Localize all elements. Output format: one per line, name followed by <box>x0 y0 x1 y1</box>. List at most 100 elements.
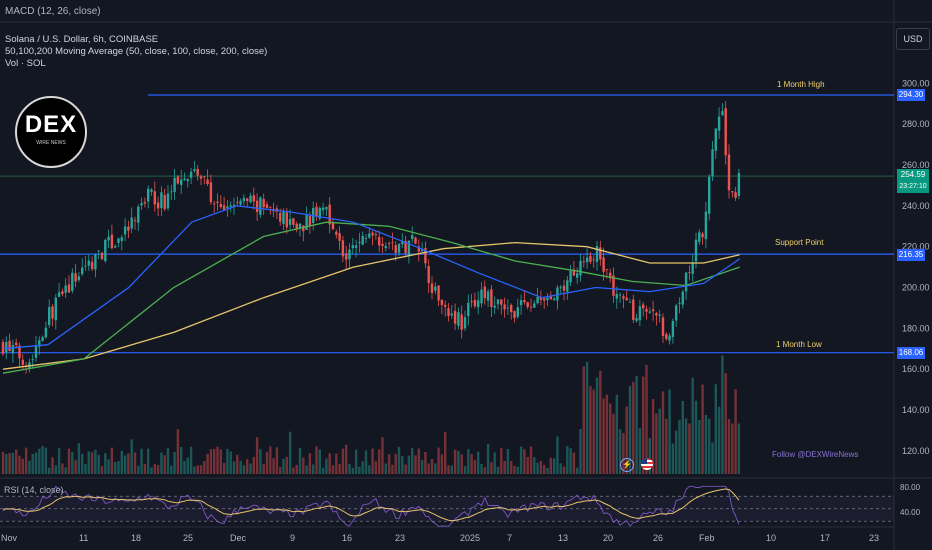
candle-body <box>15 342 18 346</box>
candle-body <box>694 239 698 262</box>
volume-bar <box>57 448 61 474</box>
volume-bar <box>473 459 477 474</box>
volume-bar <box>684 418 688 474</box>
candle-body <box>490 289 493 307</box>
candle-body <box>331 223 335 230</box>
currency-button[interactable]: USD <box>896 28 930 50</box>
symbol-legend[interactable]: Solana / U.S. Dollar, 6h, COINBASE <box>5 34 159 45</box>
candle-body <box>503 304 506 310</box>
volume-bar <box>714 384 717 474</box>
volume-bar <box>401 456 404 474</box>
volume-bar <box>510 461 513 474</box>
volume-bar <box>100 466 104 474</box>
volume-bar <box>546 467 549 474</box>
volume-bar <box>543 464 546 474</box>
volume-bar <box>54 465 57 474</box>
volume-bar <box>549 457 552 474</box>
volume-bar <box>579 428 582 474</box>
candle-body <box>295 223 298 230</box>
price-axis-tick: 180.00 <box>902 323 930 333</box>
candle-body <box>110 234 114 249</box>
candle-body <box>242 197 246 202</box>
volume-bar <box>239 460 242 474</box>
volume-bar <box>648 437 651 474</box>
candle-body <box>562 285 566 291</box>
volume-bar <box>533 457 536 474</box>
price-axis-tick: 160.00 <box>902 364 930 374</box>
volume-bar <box>242 465 246 474</box>
candle-body <box>34 345 38 358</box>
volume-bar <box>559 463 562 474</box>
volume-bar <box>305 465 308 474</box>
volume-bar <box>721 355 724 474</box>
candle-body <box>595 246 599 262</box>
candle-body <box>648 311 651 313</box>
volume-bar <box>483 467 486 474</box>
candle-body <box>473 299 477 307</box>
volume-bar <box>460 454 463 474</box>
lightning-icon[interactable]: ⚡ <box>620 458 634 472</box>
volume-bar <box>427 463 430 474</box>
candle-body <box>404 240 407 254</box>
rsi-legend[interactable]: RSI (14, close) <box>4 485 64 495</box>
candle-body <box>378 236 381 246</box>
price-tag-support: 216.35 <box>897 249 925 261</box>
volume-bar <box>444 431 447 474</box>
volume-bar <box>391 464 394 474</box>
candle-body <box>97 250 100 252</box>
candle-body <box>226 206 229 209</box>
candle-body <box>734 192 737 198</box>
us-flag-icon[interactable] <box>641 458 653 470</box>
volume-bar <box>378 449 381 474</box>
candle-body <box>668 335 671 341</box>
candle-body <box>206 179 209 185</box>
candle-body <box>731 191 734 193</box>
candle-body <box>453 310 457 324</box>
candle-body <box>384 246 387 249</box>
volume-bar <box>496 466 500 474</box>
candle-body <box>447 308 450 317</box>
volume-bar <box>688 423 691 474</box>
volume-bar <box>582 366 585 474</box>
support-point-label: Support Point <box>775 238 824 247</box>
volume-bar <box>734 389 737 474</box>
volume-bar <box>519 446 523 474</box>
volume-bar <box>668 389 671 474</box>
time-axis-tick: 10 <box>766 533 776 543</box>
macd-legend[interactable]: MACD (12, 26, close) <box>5 6 101 17</box>
candle-body <box>665 334 668 339</box>
candle-body <box>137 206 140 223</box>
candle-body <box>170 191 173 193</box>
candle-body <box>539 297 543 300</box>
candle-body <box>434 286 437 291</box>
volume-bar <box>328 453 331 474</box>
candle-body <box>463 317 467 329</box>
volume-bar <box>48 467 51 474</box>
candle-body <box>737 172 741 196</box>
volume-bar <box>345 444 348 474</box>
volume-bar <box>97 454 100 474</box>
candle-body <box>114 245 117 248</box>
candle-body <box>249 195 252 203</box>
candle-body <box>265 204 269 208</box>
month-high-label: 1 Month High <box>777 80 825 89</box>
moving-average-legend[interactable]: 50,100,200 Moving Average (50, close, 10… <box>5 46 268 57</box>
candle-body <box>67 284 71 293</box>
volume-bar <box>622 433 625 474</box>
candle-body <box>411 234 414 240</box>
candle-body <box>38 340 41 347</box>
candle-countdown: 23:27:10 <box>899 183 927 190</box>
volume-bar <box>450 465 453 474</box>
volume-legend[interactable]: Vol · SOL <box>5 58 46 69</box>
volume-bar <box>552 458 556 474</box>
volume-bar <box>265 451 269 474</box>
candle-body <box>678 302 681 304</box>
volume-bar <box>341 448 345 474</box>
candle-body <box>348 249 351 260</box>
volume-bar <box>506 448 510 474</box>
time-axis-tick: 7 <box>507 533 512 543</box>
volume-bar <box>615 394 618 474</box>
candle-body <box>255 200 259 212</box>
volume-bar <box>371 448 374 474</box>
